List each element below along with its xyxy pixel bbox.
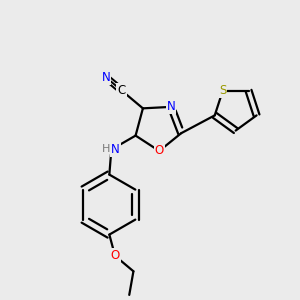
Text: C: C [117,84,126,97]
Text: H: H [102,144,110,154]
Text: N: N [102,71,110,84]
Text: S: S [219,84,226,97]
Text: N: N [167,100,176,113]
Text: N: N [111,143,120,156]
Text: O: O [154,145,164,158]
Text: O: O [110,249,120,262]
